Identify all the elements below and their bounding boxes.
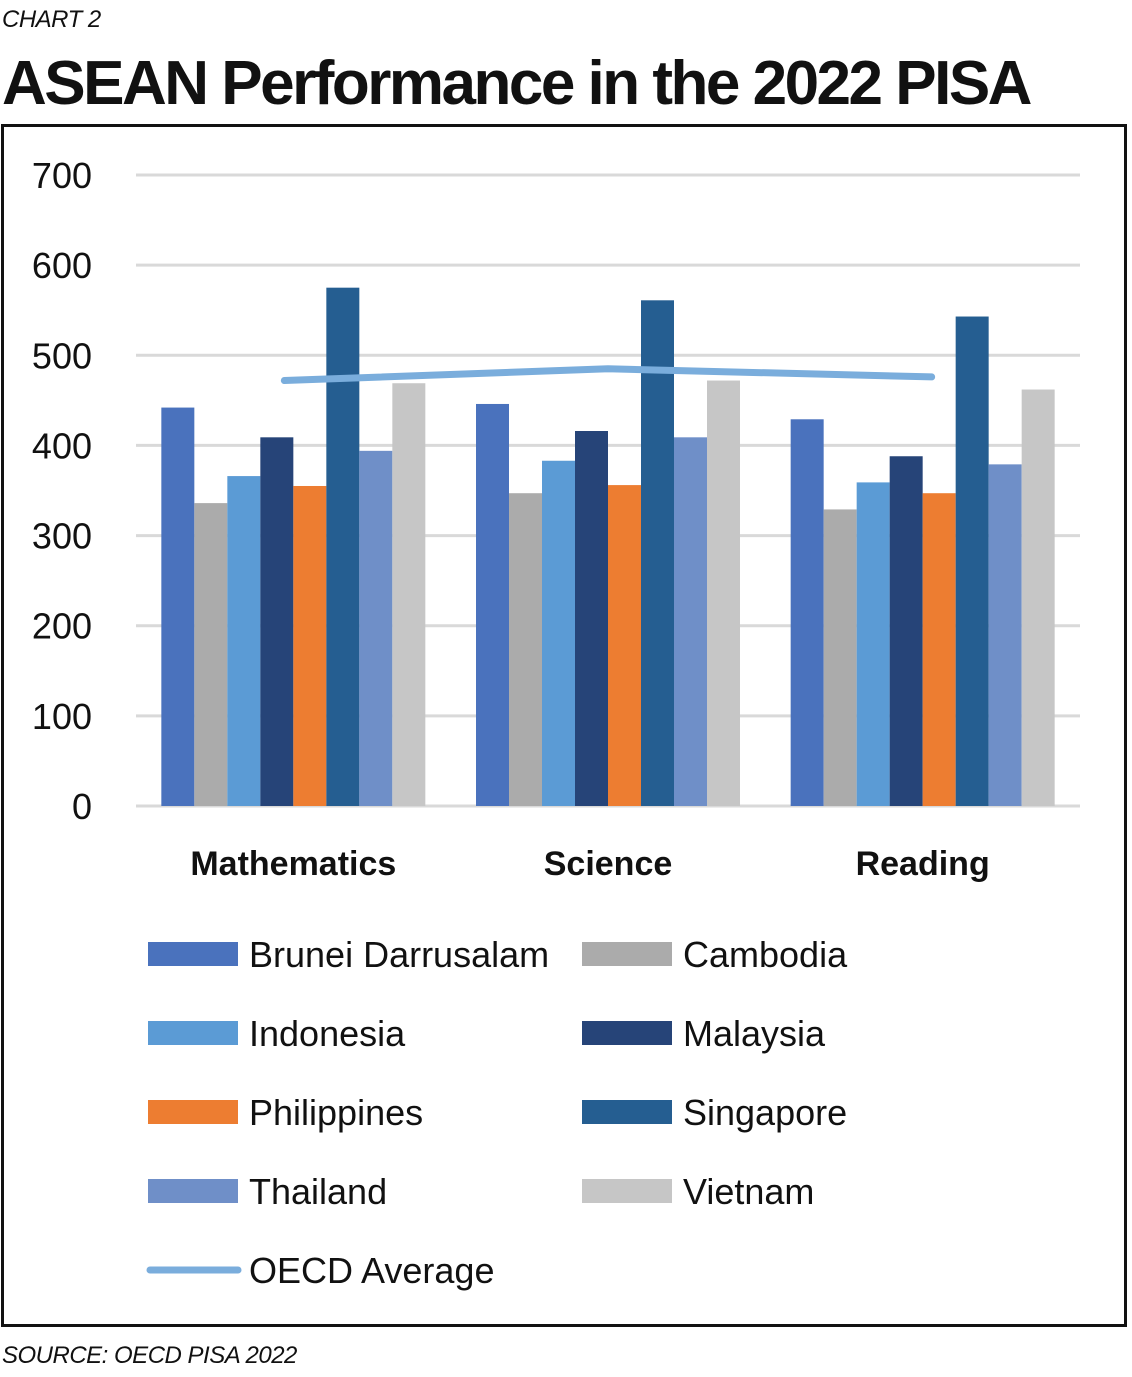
legend-label: Cambodia — [683, 934, 848, 975]
legend-item-malaysia: Malaysia — [582, 1013, 826, 1054]
bar-indonesia-reading — [856, 482, 890, 806]
bar-cambodia-reading — [823, 509, 857, 806]
bar-thailand-mathematics — [359, 450, 393, 806]
bar-thailand-reading — [988, 464, 1022, 806]
bar-philippines-science — [608, 485, 641, 806]
y-tick-label: 0 — [72, 786, 92, 827]
legend-swatch — [148, 942, 238, 966]
bar-vietnam-reading — [1021, 389, 1055, 806]
bar-cambodia-science — [509, 493, 542, 806]
y-tick-label: 500 — [32, 335, 92, 376]
bar-malaysia-mathematics — [260, 437, 294, 806]
legend-label: OECD Average — [249, 1250, 494, 1291]
chart-label: CHART 2 — [2, 6, 101, 33]
legend-item-indonesia: Indonesia — [148, 1013, 406, 1054]
bars — [161, 287, 1055, 806]
bar-indonesia-mathematics — [227, 476, 261, 806]
legend-item-thailand: Thailand — [148, 1171, 387, 1212]
bar-malaysia-reading — [889, 456, 923, 806]
y-axis-ticks: 0 100 200 300 400 500 600 700 — [32, 155, 92, 827]
legend-swatch — [582, 1100, 672, 1124]
y-tick-label: 100 — [32, 696, 92, 737]
legend-swatch — [148, 1179, 238, 1203]
legend-item-vietnam: Vietnam — [582, 1171, 814, 1212]
bar-brunei-darrusalam-mathematics — [161, 407, 195, 806]
legend-label: Philippines — [249, 1092, 423, 1133]
x-category-label-reading: Reading — [856, 845, 990, 883]
y-tick-label: 400 — [32, 425, 92, 466]
legend-item-brunei-darrusalam: Brunei Darrusalam — [148, 934, 549, 975]
legend-item-cambodia: Cambodia — [582, 934, 848, 975]
bar-singapore-reading — [955, 316, 989, 806]
legend-item-singapore: Singapore — [582, 1092, 847, 1133]
bar-philippines-reading — [922, 493, 956, 806]
chart-svg: 0 100 200 300 400 500 600 700 Mathematics Scienc… — [32, 155, 1080, 1291]
legend-item-oecd-average: OECD Average — [146, 1250, 494, 1291]
bar-malaysia-science — [575, 431, 608, 806]
oecd-average-polyline — [280, 365, 936, 385]
legend-swatch — [582, 942, 672, 966]
x-category-label-mathematics: Mathematics — [190, 845, 396, 883]
chart-title: ASEAN Performance in the 2022 PISA — [2, 49, 1032, 118]
source-note: SOURCE: OECD PISA 2022 — [2, 1342, 297, 1369]
legend-swatch — [582, 1021, 672, 1045]
legend-swatch — [148, 1100, 238, 1124]
bar-indonesia-science — [542, 460, 575, 806]
legend-swatch — [148, 1021, 238, 1045]
legend-label: Thailand — [249, 1171, 387, 1212]
bar-philippines-mathematics — [293, 485, 327, 806]
legend-label: Singapore — [683, 1092, 847, 1133]
y-tick-label: 200 — [32, 606, 92, 647]
legend-label: Indonesia — [249, 1013, 406, 1054]
legend-label: Malaysia — [683, 1013, 826, 1054]
legend-swatch — [582, 1179, 672, 1203]
bar-singapore-mathematics — [326, 287, 360, 806]
y-tick-label: 700 — [32, 155, 92, 196]
y-tick-label: 600 — [32, 245, 92, 286]
bar-brunei-darrusalam-science — [476, 403, 509, 806]
legend: Brunei Darrusalam Cambodia Indonesia Malays… — [146, 934, 848, 1291]
legend-label: Brunei Darrusalam — [249, 934, 549, 975]
bar-vietnam-mathematics — [392, 383, 426, 806]
x-axis-categories: Mathematics Science Reading — [190, 845, 989, 883]
bar-singapore-science — [641, 300, 674, 806]
legend-item-philippines: Philippines — [148, 1092, 423, 1133]
bar-vietnam-science — [707, 380, 740, 806]
oecd-average-line — [280, 365, 936, 385]
bar-cambodia-mathematics — [194, 503, 228, 806]
bar-thailand-science — [674, 437, 707, 806]
bar-brunei-darrusalam-reading — [790, 419, 824, 806]
chart-frame: 0 100 200 300 400 500 600 700 Mathematics Scienc… — [1, 124, 1127, 1327]
x-category-label-science: Science — [544, 845, 673, 883]
legend-label: Vietnam — [683, 1171, 814, 1212]
y-tick-label: 300 — [32, 516, 92, 557]
